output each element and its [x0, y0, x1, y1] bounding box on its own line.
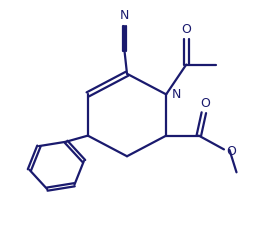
Text: O: O	[181, 23, 191, 36]
Text: N: N	[120, 9, 129, 21]
Text: N: N	[172, 87, 181, 100]
Text: O: O	[200, 96, 210, 109]
Text: O: O	[227, 144, 236, 157]
